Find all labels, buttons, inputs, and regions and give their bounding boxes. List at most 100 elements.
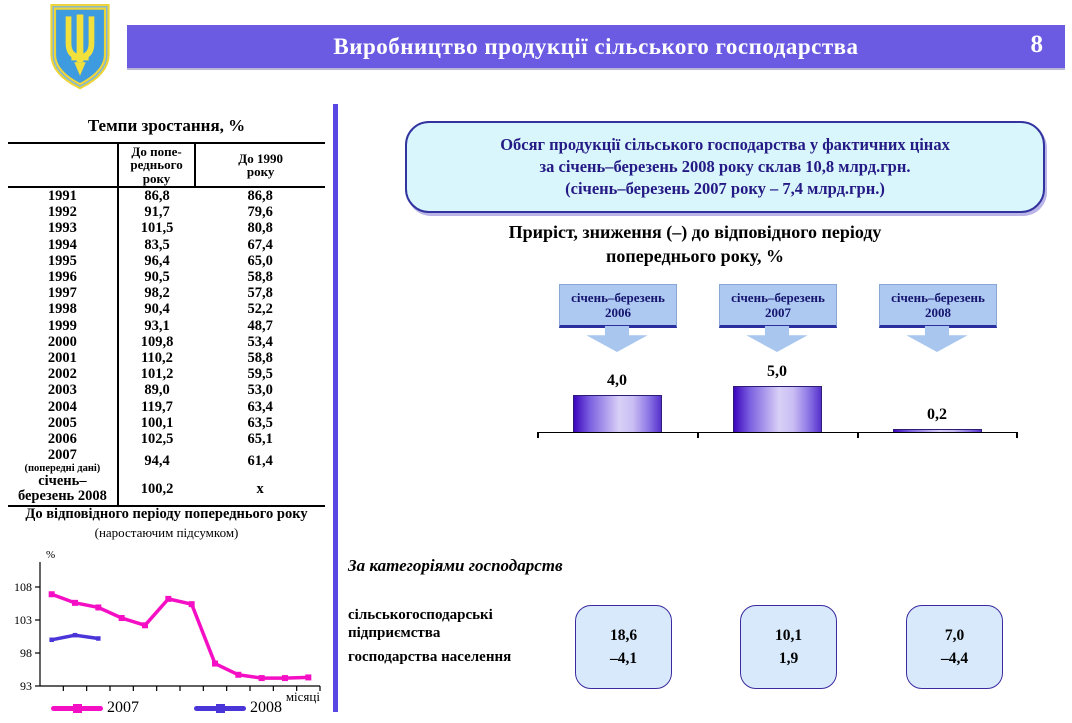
table-row: 2002 101,2 59,5 <box>8 366 325 383</box>
table-cell: 1995 <box>8 252 119 270</box>
header-empty-cell <box>8 142 119 188</box>
table-row: 2006 102,5 65,1 <box>8 431 325 448</box>
table-cell: 101,5 <box>140 220 174 237</box>
period-box-2008-line2: 2008 <box>925 305 951 320</box>
households-value-2006: –4,1 <box>609 649 638 667</box>
table-row: 2001 110,2 58,8 <box>8 350 325 367</box>
table-cell: 2004 <box>8 398 119 415</box>
table-cell: 79,6 <box>247 204 273 221</box>
table-cell: 86,8 <box>144 188 170 204</box>
table-cell: 89,0 <box>144 382 170 399</box>
table-cell: 93,1 <box>144 317 170 334</box>
table-cell: 1993 <box>8 220 119 237</box>
svg-text:93: 93 <box>20 679 32 693</box>
header-prev-year: До попе- реднього року <box>117 142 196 188</box>
legend-line-2007-icon <box>51 703 103 713</box>
table-cell: 2006 <box>8 431 119 448</box>
table-cell: 91,7 <box>144 204 170 221</box>
table-cell: 1997 <box>8 285 119 302</box>
svg-text:108: 108 <box>14 580 32 594</box>
legend-item-2007: 2007 <box>51 699 139 717</box>
table-cell: 2007 (попередні дані) <box>8 447 119 475</box>
table-row: 1994 83,5 67,4 <box>8 236 325 253</box>
table-cell: 53,0 <box>247 382 273 399</box>
table-cell: січень– березень 2008 <box>8 474 119 508</box>
page-title: Виробництво продукції сільського господа… <box>333 33 859 59</box>
table-cell: 1992 <box>8 204 119 221</box>
header-to-1990: До 1990 року <box>194 142 325 188</box>
period-box-2008-line1: січень–березень <box>891 290 985 305</box>
table-cell: 1998 <box>8 301 119 318</box>
table-cell: 2002 <box>8 366 119 383</box>
section-divider <box>333 104 338 712</box>
growth-table-body: 1991 86,8 86,8 1992 91,7 79,6 1993 101,5 80,8 199… <box>8 187 325 508</box>
bar-value-label-2008: 0,2 <box>927 405 947 423</box>
table-cell: 57,8 <box>247 285 273 302</box>
info-line-3: (січень–березень 2007 року – 7,4 млрд.гр… <box>565 179 885 198</box>
bar-chart-axis <box>537 432 1017 433</box>
growth-table: До попе- реднього року До 1990 року 1991… <box>8 142 325 508</box>
line-chart-title: До відповідного періоду попереднього рок… <box>25 506 308 522</box>
values-box-2008: 7,0 –4,4 <box>906 605 1003 689</box>
period-box-2006-line2: 2006 <box>605 305 631 320</box>
table-cell: 109,8 <box>140 333 174 350</box>
table-cell: 2000 <box>8 333 119 351</box>
values-box-2006: 18,6 –4,1 <box>575 605 672 689</box>
svg-text:103: 103 <box>14 613 32 627</box>
table-row: 1991 86,8 86,8 <box>8 187 325 205</box>
table-cell: 58,8 <box>247 350 273 367</box>
bar-2006 <box>573 395 662 433</box>
table-cell: 2003 <box>8 382 119 399</box>
down-arrow-icon <box>586 326 648 352</box>
table-row: 2003 89,0 53,0 <box>8 382 325 399</box>
page-number: 8 <box>1030 31 1044 58</box>
table-row: 1996 90,5 58,8 <box>8 269 325 286</box>
categories-title: За категоріями господарств <box>348 556 563 575</box>
header-bar: Виробництво продукції сільського господа… <box>127 25 1065 68</box>
table-cell: 65,0 <box>247 252 273 269</box>
info-line-1: Обсяг продукції сільського господарства … <box>500 135 950 154</box>
table-cell: 90,5 <box>144 269 170 286</box>
table-cell: 61,4 <box>247 452 273 469</box>
table-cell: 119,7 <box>141 398 173 415</box>
table-cell: 1991 <box>8 187 119 205</box>
period-box-2006: січень–березень 2006 <box>559 284 677 328</box>
table-cell: 94,4 <box>144 452 170 469</box>
legend-item-2008: 2008 <box>194 699 282 717</box>
axis-tick <box>537 432 539 438</box>
table-cell: 86,8 <box>247 188 273 204</box>
axis-tick <box>1016 432 1018 438</box>
table-row: 1997 98,2 57,8 <box>8 285 325 302</box>
table-cell: 59,5 <box>247 366 273 383</box>
svg-text:місяці: місяці <box>286 689 321 704</box>
table-cell: 102,5 <box>140 431 174 448</box>
table-cell: х <box>195 474 325 508</box>
axis-tick <box>697 432 699 438</box>
period-box-2008: січень–березень 2008 <box>879 284 997 328</box>
table-cell: 65,1 <box>247 431 273 448</box>
households-label: господарства населення <box>348 649 512 665</box>
table-row: 2004 119,7 63,4 <box>8 398 325 415</box>
down-arrow-icon <box>746 326 808 352</box>
period-box-2007-line2: 2007 <box>765 305 791 320</box>
enterprises-value-2007: 10,1 <box>774 626 803 644</box>
period-box-2007-line1: січень–березень <box>731 290 825 305</box>
legend-line-2008-icon <box>194 703 246 713</box>
info-box: Обсяг продукції сільського господарства … <box>405 121 1045 213</box>
bar-chart-title: Приріст, зниження (–) до відповідного пе… <box>508 222 882 266</box>
table-row: січень– березень 2008 100,2 х <box>8 474 325 508</box>
table-row: 1998 90,4 52,2 <box>8 301 325 318</box>
table-row: 1995 96,4 65,0 <box>8 252 325 270</box>
legend-label-2008: 2008 <box>250 699 282 716</box>
svg-text:98: 98 <box>20 646 32 660</box>
table-cell: 96,4 <box>144 252 170 269</box>
period-box-2006-line1: січень–березень <box>571 290 665 305</box>
table-cell: 67,4 <box>247 236 273 253</box>
period-box-2007: січень–березень 2007 <box>719 284 837 328</box>
table-cell: 80,8 <box>247 220 273 237</box>
table-row: 2000 109,8 53,4 <box>8 333 325 351</box>
table-cell: 1999 <box>8 317 119 334</box>
table-cell: 1996 <box>8 269 119 286</box>
table-row: 1993 101,5 80,8 <box>8 220 325 237</box>
chart-legend: 2007 2008 <box>0 699 333 717</box>
